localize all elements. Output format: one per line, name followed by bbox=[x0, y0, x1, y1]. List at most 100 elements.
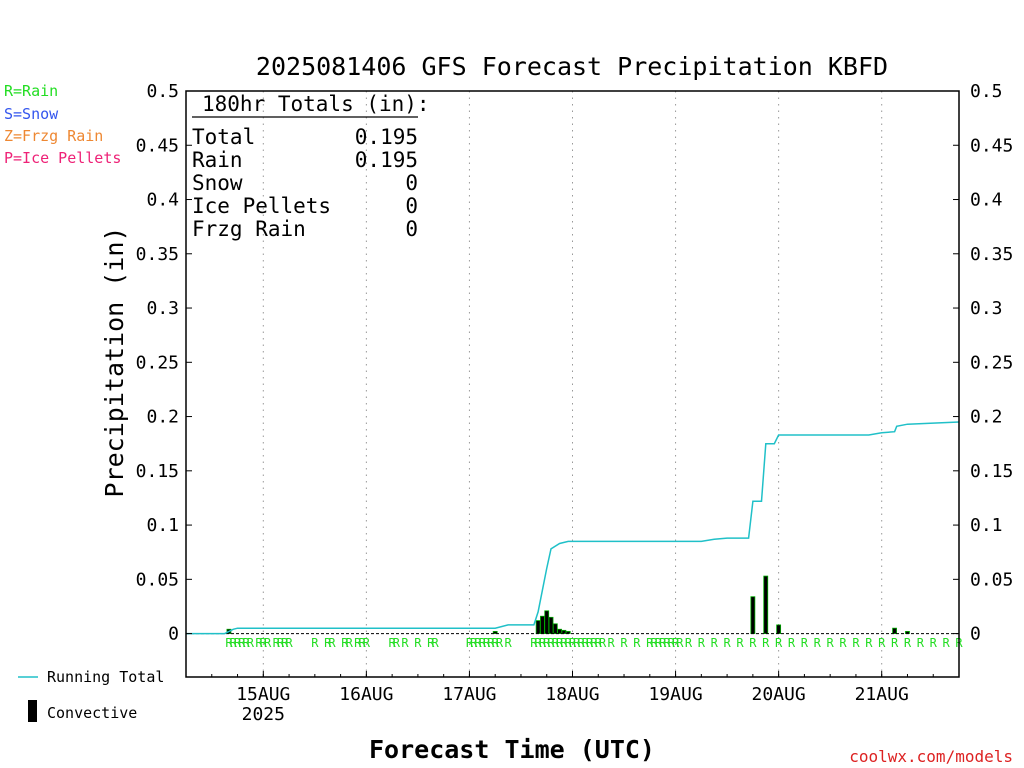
convective-bar bbox=[544, 610, 550, 634]
convective-bar bbox=[776, 624, 782, 634]
ptype-mark: R bbox=[646, 636, 654, 650]
ptype-mark: R bbox=[942, 636, 950, 650]
x-tick-label: 17AUG bbox=[442, 684, 496, 705]
totals-row-label: Ice Pellets bbox=[192, 194, 331, 218]
convective-bars bbox=[226, 575, 910, 634]
y-tick-label-right: 0.45 bbox=[970, 135, 1013, 156]
ptype-mark: R bbox=[723, 636, 731, 650]
y-tick-label-right: 0.25 bbox=[970, 352, 1013, 373]
y-tick-label: 0 bbox=[168, 624, 179, 645]
ptype-mark: R bbox=[569, 636, 577, 650]
ptype-mark: R bbox=[620, 636, 628, 650]
convective-bar bbox=[892, 627, 897, 634]
convective-bar bbox=[492, 631, 498, 634]
ptype-mark: R bbox=[311, 636, 319, 650]
ptype-mark: R bbox=[474, 636, 482, 650]
ptype-mark: R bbox=[238, 636, 246, 650]
y-tick-label-right: 0.2 bbox=[970, 407, 1003, 428]
convective-bar bbox=[540, 615, 545, 634]
ptype-mark: R bbox=[904, 636, 912, 650]
running-total-legend-label: Running Total bbox=[47, 668, 164, 686]
ptype-mark: R bbox=[358, 636, 366, 650]
ptype-mark: R bbox=[466, 636, 474, 650]
ptype-mark: R bbox=[672, 636, 680, 650]
ptype-mark: R bbox=[427, 636, 435, 650]
convective-bar bbox=[557, 628, 563, 634]
x-tick-label: 15AUG bbox=[236, 684, 290, 705]
ptype-mark: R bbox=[328, 636, 336, 650]
ptype-mark: R bbox=[324, 636, 332, 650]
ptype-mark: R bbox=[560, 636, 568, 650]
x-tick-label: 19AUG bbox=[648, 684, 702, 705]
x-tick-label: 21AUG bbox=[855, 684, 909, 705]
source-credit: coolwx.com/models bbox=[849, 747, 1013, 766]
convective-legend-swatch bbox=[28, 700, 37, 722]
ptype-mark: R bbox=[492, 636, 500, 650]
ptype-mark: R bbox=[255, 636, 263, 650]
y-tick-label: 0.1 bbox=[146, 515, 179, 536]
ptype-mark: R bbox=[483, 636, 491, 650]
totals-row-value: 0 bbox=[405, 171, 418, 195]
ptype-mark: R bbox=[389, 636, 397, 650]
ptype-mark: R bbox=[530, 636, 538, 650]
ptype-mark: R bbox=[676, 636, 684, 650]
ptype-mark: R bbox=[401, 636, 409, 650]
ptype-mark: R bbox=[586, 636, 594, 650]
ptype-mark: R bbox=[749, 636, 757, 650]
y-tick-label: 0.4 bbox=[146, 190, 179, 211]
y-tick-label-right: 0.35 bbox=[970, 244, 1013, 265]
ptype-mark: R bbox=[496, 636, 504, 650]
ptype-mark: R bbox=[917, 636, 925, 650]
ptype-mark: R bbox=[556, 636, 564, 650]
y-tick-label: 0.25 bbox=[136, 352, 179, 373]
totals-row-value: 0.195 bbox=[355, 125, 418, 149]
ptype-legend-frzg-rain: Z=Frzg Rain bbox=[4, 127, 103, 145]
ptype-mark: R bbox=[230, 636, 238, 650]
y-tick-label-right: 0.5 bbox=[970, 81, 1003, 102]
convective-legend-label: Convective bbox=[47, 704, 137, 722]
ptype-legend-ice-pellets: P=Ice Pellets bbox=[4, 149, 121, 167]
x-tick-label: 18AUG bbox=[545, 684, 599, 705]
ptype-mark: R bbox=[341, 636, 349, 650]
ptype-mark: R bbox=[788, 636, 796, 650]
y-axis-label: Precipitation (in) bbox=[100, 227, 129, 498]
ptype-mark: R bbox=[539, 636, 547, 650]
ptype-mark: R bbox=[711, 636, 719, 650]
x-tick-label: 16AUG bbox=[339, 684, 393, 705]
ptype-legend-rain: R=Rain bbox=[4, 82, 58, 100]
ptype-mark: R bbox=[431, 636, 439, 650]
x-axis-label: Forecast Time (UTC) bbox=[369, 735, 655, 764]
ptype-mark: R bbox=[354, 636, 362, 650]
series-legend: Running Total Convective bbox=[18, 668, 164, 722]
ptype-mark: R bbox=[891, 636, 899, 650]
ptype-mark: R bbox=[582, 636, 590, 650]
ptype-mark: R bbox=[650, 636, 658, 650]
ptype-mark: R bbox=[247, 636, 255, 650]
convective-bar bbox=[552, 623, 558, 634]
ptype-mark: R bbox=[234, 636, 242, 650]
ptype-mark: R bbox=[852, 636, 860, 650]
y-tick-label-right: 0.1 bbox=[970, 515, 1003, 536]
x-tick-sublabel: 2025 bbox=[242, 704, 285, 725]
y-tick-label: 0.35 bbox=[136, 244, 179, 265]
y-tick-label-right: 0.4 bbox=[970, 190, 1003, 211]
y-tick-label-right: 0.3 bbox=[970, 298, 1003, 319]
y-tick-label: 0.2 bbox=[146, 407, 179, 428]
ptype-legend-snow: S=Snow bbox=[4, 105, 59, 123]
totals-row-value: 0 bbox=[405, 194, 418, 218]
y-tick-label: 0.15 bbox=[136, 461, 179, 482]
ptype-mark: R bbox=[535, 636, 543, 650]
totals-header: 180hr Totals (in): bbox=[202, 92, 430, 116]
ptype-mark: R bbox=[599, 636, 607, 650]
ptype-mark: R bbox=[225, 636, 233, 650]
ptype-mark: R bbox=[801, 636, 809, 650]
ptype-mark: R bbox=[655, 636, 663, 650]
y-tick-label-right: 0.15 bbox=[970, 461, 1013, 482]
y-tick-label: 0.45 bbox=[136, 135, 179, 156]
convective-bar bbox=[535, 620, 541, 634]
ptype-mark: R bbox=[668, 636, 676, 650]
ptype-mark: R bbox=[595, 636, 603, 650]
